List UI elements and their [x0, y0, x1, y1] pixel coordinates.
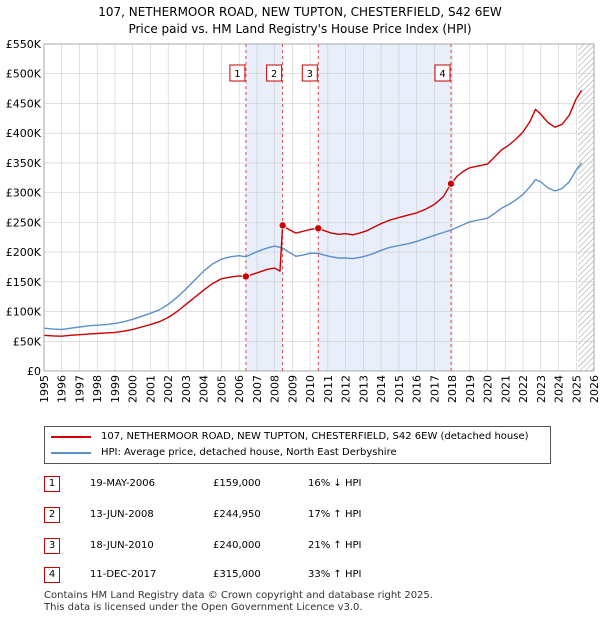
x-tick-label: 2004: [198, 375, 211, 403]
hpi-line: [43, 162, 583, 331]
x-tick-label: 2006: [233, 375, 246, 403]
price-chart: 1 2 3 4 £0 £50K £100K £150K £200K £250K £300K £350…: [6, 38, 600, 403]
x-tick-label: 1997: [73, 375, 86, 403]
transaction-number: 2: [44, 507, 60, 523]
x-tick-label: 1998: [91, 375, 104, 403]
x-tick-label: 2017: [428, 375, 441, 403]
transaction-date: 19-MAY-2006: [90, 478, 156, 489]
property-price-line: [43, 90, 583, 337]
legend: 107, NETHERMOOR ROAD, NEW TUPTON, CHESTE…: [44, 426, 551, 464]
x-tick-label: 2011: [322, 375, 335, 403]
sale-number-label: 1: [234, 69, 240, 80]
y-tick-label: £200K: [6, 246, 42, 259]
transaction-hpi-diff: 21% ↑ HPI: [308, 540, 362, 551]
chart-subtitle: Price paid vs. HM Land Registry's House …: [128, 22, 472, 36]
ownership-shade: [245, 44, 283, 371]
x-tick-label: 1995: [38, 375, 51, 403]
ownership-shade: [318, 44, 451, 371]
transaction-price: £244,950: [213, 509, 261, 520]
transaction-date: 11-DEC-2017: [90, 569, 157, 580]
x-tick-label: 2013: [357, 375, 370, 403]
x-tick-label: 2021: [499, 375, 512, 403]
x-tick-label: 2000: [127, 375, 140, 403]
sale-number-box: [301, 64, 318, 82]
y-tick-label: £300K: [6, 187, 42, 200]
x-tick-label: 2022: [517, 375, 530, 403]
sale-number-box: [434, 64, 451, 82]
x-tick-label: 1996: [56, 375, 69, 403]
x-tick-label: 2003: [180, 375, 193, 403]
y-tick-label: £250K: [6, 216, 42, 229]
plot-frame: [43, 43, 595, 372]
x-tick-label: 2024: [553, 375, 566, 403]
x-tick-label: 2018: [446, 375, 459, 403]
y-tick-label: £400K: [6, 127, 42, 140]
y-tick-label: £500K: [6, 68, 42, 81]
sale-number-label: 4: [439, 69, 445, 80]
legend-label-property: 107, NETHERMOOR ROAD, NEW TUPTON, CHESTE…: [101, 431, 529, 442]
x-tick-label: 2010: [304, 375, 317, 403]
x-tick-label: 2012: [340, 375, 353, 403]
footer-licence: This data is licensed under the Open Gov…: [44, 602, 363, 613]
y-tick-label: £100K: [6, 306, 42, 319]
forecast-hatch: [578, 44, 594, 371]
y-tick-label: £150K: [6, 276, 42, 289]
transaction-hpi-diff: 16% ↓ HPI: [308, 478, 362, 489]
y-tick-label: £450K: [6, 97, 42, 110]
sale-point: [446, 179, 455, 188]
transaction-date: 13-JUN-2008: [90, 509, 154, 520]
x-tick-label: 2019: [464, 375, 477, 403]
transaction-date: 18-JUN-2010: [90, 540, 154, 551]
x-tick-label: 1999: [109, 375, 122, 403]
legend-label-hpi: HPI: Average price, detached house, Nort…: [101, 447, 397, 458]
property-line-swatch: [51, 436, 91, 438]
y-tick-label: £0: [27, 365, 41, 378]
sale-point: [278, 221, 287, 230]
transaction-number: 4: [44, 567, 60, 583]
x-tick-label: 2026: [588, 375, 600, 403]
y-tick-label: £50K: [13, 335, 42, 348]
sale-point: [241, 272, 250, 281]
transaction-hpi-diff: 33% ↑ HPI: [308, 569, 362, 580]
sale-number-box: [266, 64, 283, 82]
transaction-price: £240,000: [213, 540, 261, 551]
x-tick-label: 2025: [570, 375, 583, 403]
transaction-number: 3: [44, 538, 60, 554]
x-tick-label: 2014: [375, 375, 388, 403]
sale-point: [314, 224, 323, 233]
x-tick-label: 2015: [393, 375, 406, 403]
x-tick-label: 2023: [535, 375, 548, 403]
x-tick-label: 2005: [215, 375, 228, 403]
footer-copyright: Contains HM Land Registry data © Crown c…: [44, 590, 433, 601]
transaction-hpi-diff: 17% ↑ HPI: [308, 509, 362, 520]
y-tick-label: £350K: [6, 157, 42, 170]
x-tick-label: 2016: [411, 375, 424, 403]
transaction-price: £315,000: [213, 569, 261, 580]
x-tick-label: 2002: [162, 375, 175, 403]
hpi-line-swatch: [51, 452, 91, 454]
chart-title: 107, NETHERMOOR ROAD, NEW TUPTON, CHESTE…: [98, 5, 502, 19]
x-tick-label: 2007: [251, 375, 264, 403]
x-tick-label: 2020: [482, 375, 495, 403]
transaction-number: 1: [44, 476, 60, 492]
y-tick-label: £550K: [6, 38, 42, 51]
sale-number-box: [229, 64, 246, 82]
x-tick-label: 2008: [269, 375, 282, 403]
x-tick-label: 2009: [286, 375, 299, 403]
transaction-price: £159,000: [213, 478, 261, 489]
sale-number-label: 2: [271, 69, 277, 80]
sale-number-label: 3: [307, 69, 313, 80]
x-tick-label: 2001: [144, 375, 157, 403]
